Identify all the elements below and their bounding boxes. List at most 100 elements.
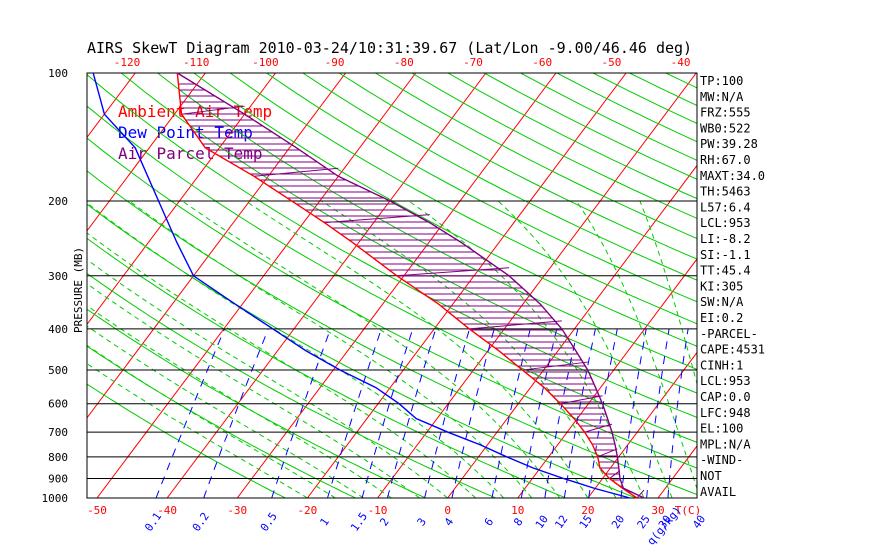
- index-value: PW:39.28: [700, 137, 758, 151]
- cape-hatch-diagonal: [560, 395, 603, 405]
- pressure-tick-label: 700: [48, 426, 68, 439]
- dry-adiabat-line: [87, 345, 356, 498]
- moist-adiabat-line: [87, 259, 448, 498]
- mixing-ratio-line: [386, 328, 437, 498]
- isotherm-line: [87, 73, 347, 419]
- moist-adiabat-line: [128, 200, 533, 498]
- pressure-tick-label: 300: [48, 270, 68, 283]
- cape-hatch-diagonal: [636, 489, 645, 499]
- index-value: EI:0.2: [700, 311, 743, 325]
- index-value: EL:100: [700, 422, 743, 436]
- mixing-ratio-tick-label: 10: [533, 513, 551, 531]
- isotherm-line: [236, 73, 557, 498]
- isotherm-line: [517, 258, 697, 498]
- pressure-tick-label: 400: [48, 323, 68, 336]
- dry-adiabat-line: [338, 73, 697, 260]
- mixing-ratio-line: [327, 328, 382, 498]
- isotherm-line: [306, 73, 627, 498]
- isotherm-line: [657, 445, 697, 498]
- bottom-temp-tick-label: -40: [157, 504, 177, 517]
- mixing-ratio-tick-label: 0.5: [258, 510, 280, 534]
- mixing-ratio-tick-label: 0.2: [190, 510, 212, 534]
- cape-hatch-diagonal: [597, 448, 618, 458]
- index-value: CAPE:4531: [700, 343, 765, 357]
- dry-adiabat-line: [229, 73, 697, 325]
- moist-adiabat-line: [408, 200, 645, 498]
- mixing-ratio-tick-label: 25: [635, 513, 653, 531]
- bottom-temp-tick-label: 0: [444, 504, 451, 517]
- index-value: L57:6.4: [700, 200, 751, 214]
- isotherm-line: [166, 73, 487, 498]
- dry-adiabat-line: [87, 74, 697, 418]
- dry-adiabat-line: [87, 237, 566, 498]
- mixing-ratio-tick-label: 15: [577, 513, 595, 531]
- top-temp-tick-label: -80: [394, 56, 414, 69]
- mixing-ratio-tick-label: 8: [511, 516, 525, 529]
- mixing-ratio-line: [155, 328, 225, 498]
- index-value: LI:-8.2: [700, 232, 751, 246]
- mixing-ratio-line: [646, 328, 670, 498]
- cape-hatch-diagonal: [469, 320, 562, 330]
- index-value: NOT: [700, 469, 722, 483]
- index-value: MAXT:34.0: [700, 169, 765, 183]
- mixing-ratio-tick-label: 1: [317, 516, 331, 529]
- dry-adiabat-line: [87, 272, 496, 498]
- temp-axis-label: T(C): [675, 504, 702, 517]
- mixing-ratio-tick-label: 2: [377, 516, 391, 529]
- pressure-tick-label: 600: [48, 398, 68, 411]
- dry-adiabat-line: [193, 73, 697, 347]
- dry-adiabat-line: [87, 203, 637, 498]
- ambient-air-templine: [176, 72, 638, 499]
- bottom-temp-tick-label: 10: [511, 504, 524, 517]
- index-value: -PARCEL-: [700, 327, 758, 341]
- mixing-ratio-tick-label: 12: [552, 513, 570, 531]
- index-value: SW:N/A: [700, 295, 744, 309]
- top-temp-tick-label: -70: [463, 56, 483, 69]
- cape-hatching: [178, 83, 645, 499]
- cape-hatch-diagonal: [324, 214, 430, 224]
- chart-title: AIRS SkewT Diagram 2010-03-24/10:31:39.6…: [87, 39, 692, 57]
- index-value: LCL:953: [700, 216, 751, 230]
- pressure-tick-label: 500: [48, 364, 68, 377]
- bottom-temp-tick-label: 20: [581, 504, 594, 517]
- bottom-temp-tick-label: -20: [297, 504, 317, 517]
- isotherm-line: [377, 73, 697, 498]
- dry-adiabat-line: [411, 73, 697, 219]
- index-value: LFC:948: [700, 406, 751, 420]
- dew-point-templine: [92, 72, 631, 499]
- mixing-ratio-tick-label: 20: [609, 513, 627, 531]
- top-temp-tick-label: -60: [532, 56, 552, 69]
- y-axis-label: PRESSURE (MB): [72, 247, 85, 333]
- dry-adiabat-line: [302, 73, 697, 281]
- top-temp-tick-label: -100: [252, 56, 279, 69]
- pressure-tick-label: 1000: [42, 492, 69, 505]
- dry-adiabat-line: [157, 73, 697, 370]
- bottom-temp-tick-label: -30: [227, 504, 247, 517]
- top-temp-tick-label: -110: [183, 56, 210, 69]
- index-value: LCL:953: [700, 374, 751, 388]
- mixing-ratio-tick-label: 30: [656, 513, 674, 531]
- index-value: CINH:1: [700, 358, 743, 372]
- mixing-ratio-line: [667, 328, 689, 498]
- index-value: TP:100: [700, 74, 743, 88]
- plot-border: [86, 72, 698, 499]
- moist-adiabat-line: [87, 304, 392, 498]
- pressure-tick-label: 800: [48, 451, 68, 464]
- mixing-ratio-line: [451, 328, 495, 498]
- index-value: RH:67.0: [700, 153, 751, 167]
- pressure-tick-label: 900: [48, 473, 68, 486]
- isotherm-line: [87, 73, 206, 232]
- bottom-temp-tick-label: -10: [368, 504, 388, 517]
- dry-adiabat-line: [87, 383, 286, 498]
- dry-adiabat-line: [665, 73, 697, 89]
- top-temp-tick-label: -40: [671, 56, 691, 69]
- cape-hatch-diagonal: [609, 470, 621, 479]
- index-value: FRZ:555: [700, 106, 751, 120]
- mixing-ratio-labels: 0.1 0.2 0.5 1 1.5 2 3 4 6 8 10 12 15 20 25 30 40: [142, 510, 708, 534]
- index-value: TT:45.4: [700, 264, 751, 278]
- mixing-ratio-tick-label: 6: [482, 516, 496, 529]
- dry-adiabat-line: [520, 73, 697, 161]
- dry-adiabat-line: [120, 73, 697, 394]
